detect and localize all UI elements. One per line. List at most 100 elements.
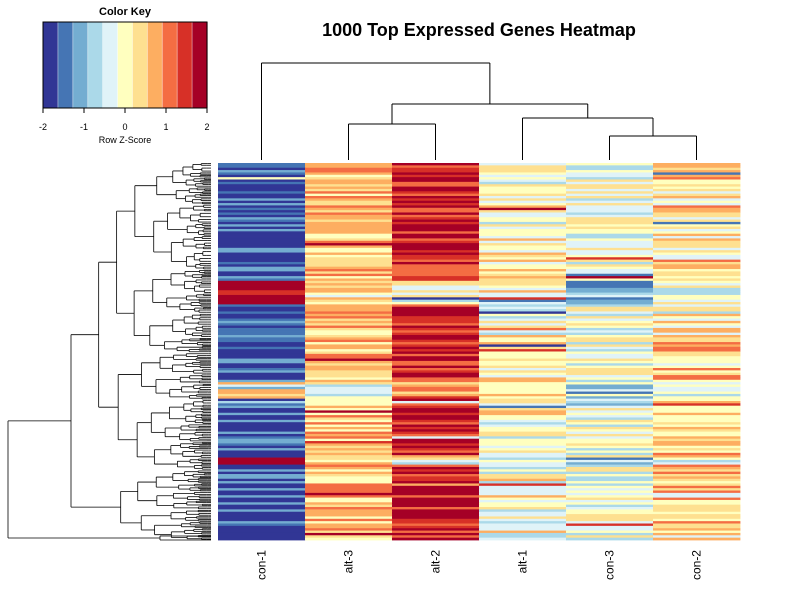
heatmap-cell [392,339,480,343]
heatmap-cell [305,509,393,513]
heatmap-cell [305,438,393,442]
heatmap-cell [479,360,567,364]
heatmap-cell [305,455,393,458]
column-label: con-1 [255,550,269,580]
heatmap-cell [305,266,393,270]
heatmap-cell [392,516,480,520]
heatmap-cell [653,276,741,279]
heatmap-cell [653,217,741,220]
heatmap-cell [305,481,393,484]
heatmap-cell [218,415,306,418]
heatmap-cell [305,290,393,293]
heatmap-cell [392,205,480,209]
heatmap-cell [305,325,393,329]
heatmap-cell [479,481,567,484]
heatmap-cell [566,431,654,435]
heatmap-cell [218,459,306,463]
heatmap-cell [566,351,654,355]
heatmap-cell [218,433,306,437]
heatmap-cell [479,417,567,421]
heatmap-cell [566,514,654,517]
heatmap-cell [653,450,741,454]
heatmap-cell [653,309,741,312]
heatmap-cell [566,224,654,228]
heatmap-cell [218,466,306,470]
heatmap-cell [566,384,654,388]
heatmap-cell [479,325,567,329]
heatmap-cell [653,346,741,350]
heatmap-cell [218,214,306,218]
heatmap-cell [218,210,306,213]
heatmap-cell [218,426,306,430]
heatmap-cell [566,320,654,324]
heatmap-cell [566,290,654,293]
heatmap-cell [305,212,393,216]
heatmap-cell [392,398,480,402]
heatmap-cell [479,367,567,371]
heatmap-cell [305,511,393,515]
heatmap-cell [218,205,306,209]
heatmap-cell [566,172,654,176]
heatmap-cell [392,466,480,470]
heatmap-cell [479,386,567,390]
heatmap-cell [479,419,567,423]
heatmap-cell [305,210,393,213]
heatmap-cell [566,238,654,242]
heatmap-cell [305,375,393,378]
heatmap-cell [305,337,393,341]
heatmap-cell [653,236,741,239]
heatmap-cell [218,391,306,395]
heatmap-cell [566,217,654,220]
heatmap-cell [566,396,654,400]
heatmap-cell [392,523,480,527]
heatmap-cell [566,283,654,286]
heatmap-cell [392,257,480,261]
heatmap-cell [566,417,654,421]
heatmap-cell [392,504,480,508]
heatmap-cell [653,471,741,475]
heatmap-cell [218,221,306,225]
heatmap-cell [218,516,306,520]
heatmap-cell [653,313,741,317]
heatmap-cell [392,313,480,317]
heatmap-cell [305,299,393,303]
heatmap-cell [566,358,654,362]
heatmap-cell [653,174,741,178]
heatmap-cell [479,313,567,317]
heatmap-cell [392,415,480,418]
heatmap-cell [218,327,306,331]
heatmap-cell [479,372,567,376]
heatmap-cell [305,170,393,173]
heatmap-cell [479,278,567,282]
heatmap-cell [566,478,654,482]
heatmap-cell [653,172,741,176]
heatmap-cell [305,257,393,261]
heatmap-cell [566,339,654,343]
heatmap-cell [653,462,741,465]
heatmap-cell [218,323,306,326]
color-key-xlabel: Row Z-Score [99,135,152,145]
heatmap-cell [392,224,480,228]
heatmap-cell [305,342,393,345]
heatmap-cell [479,170,567,173]
heatmap-cell [305,179,393,183]
heatmap-cell [566,443,654,447]
heatmap-cell [479,297,567,301]
heatmap-cell [218,457,306,461]
heatmap-cell [305,360,393,364]
heatmap-cell [392,269,480,272]
heatmap-cell [566,304,654,308]
heatmap-cell [479,448,567,451]
heatmap-cell [218,499,306,503]
heatmap-cell [566,257,654,261]
color-key-tick-label: -2 [39,122,47,132]
heatmap-cell [392,172,480,176]
heatmap-cell [218,247,306,251]
heatmap-cell [305,483,393,487]
heatmap-cell [305,217,393,220]
heatmap-cell [392,464,480,468]
heatmap-cell [566,231,654,235]
heatmap-cell [392,250,480,253]
heatmap-cell [566,481,654,484]
heatmap-cell [566,247,654,251]
